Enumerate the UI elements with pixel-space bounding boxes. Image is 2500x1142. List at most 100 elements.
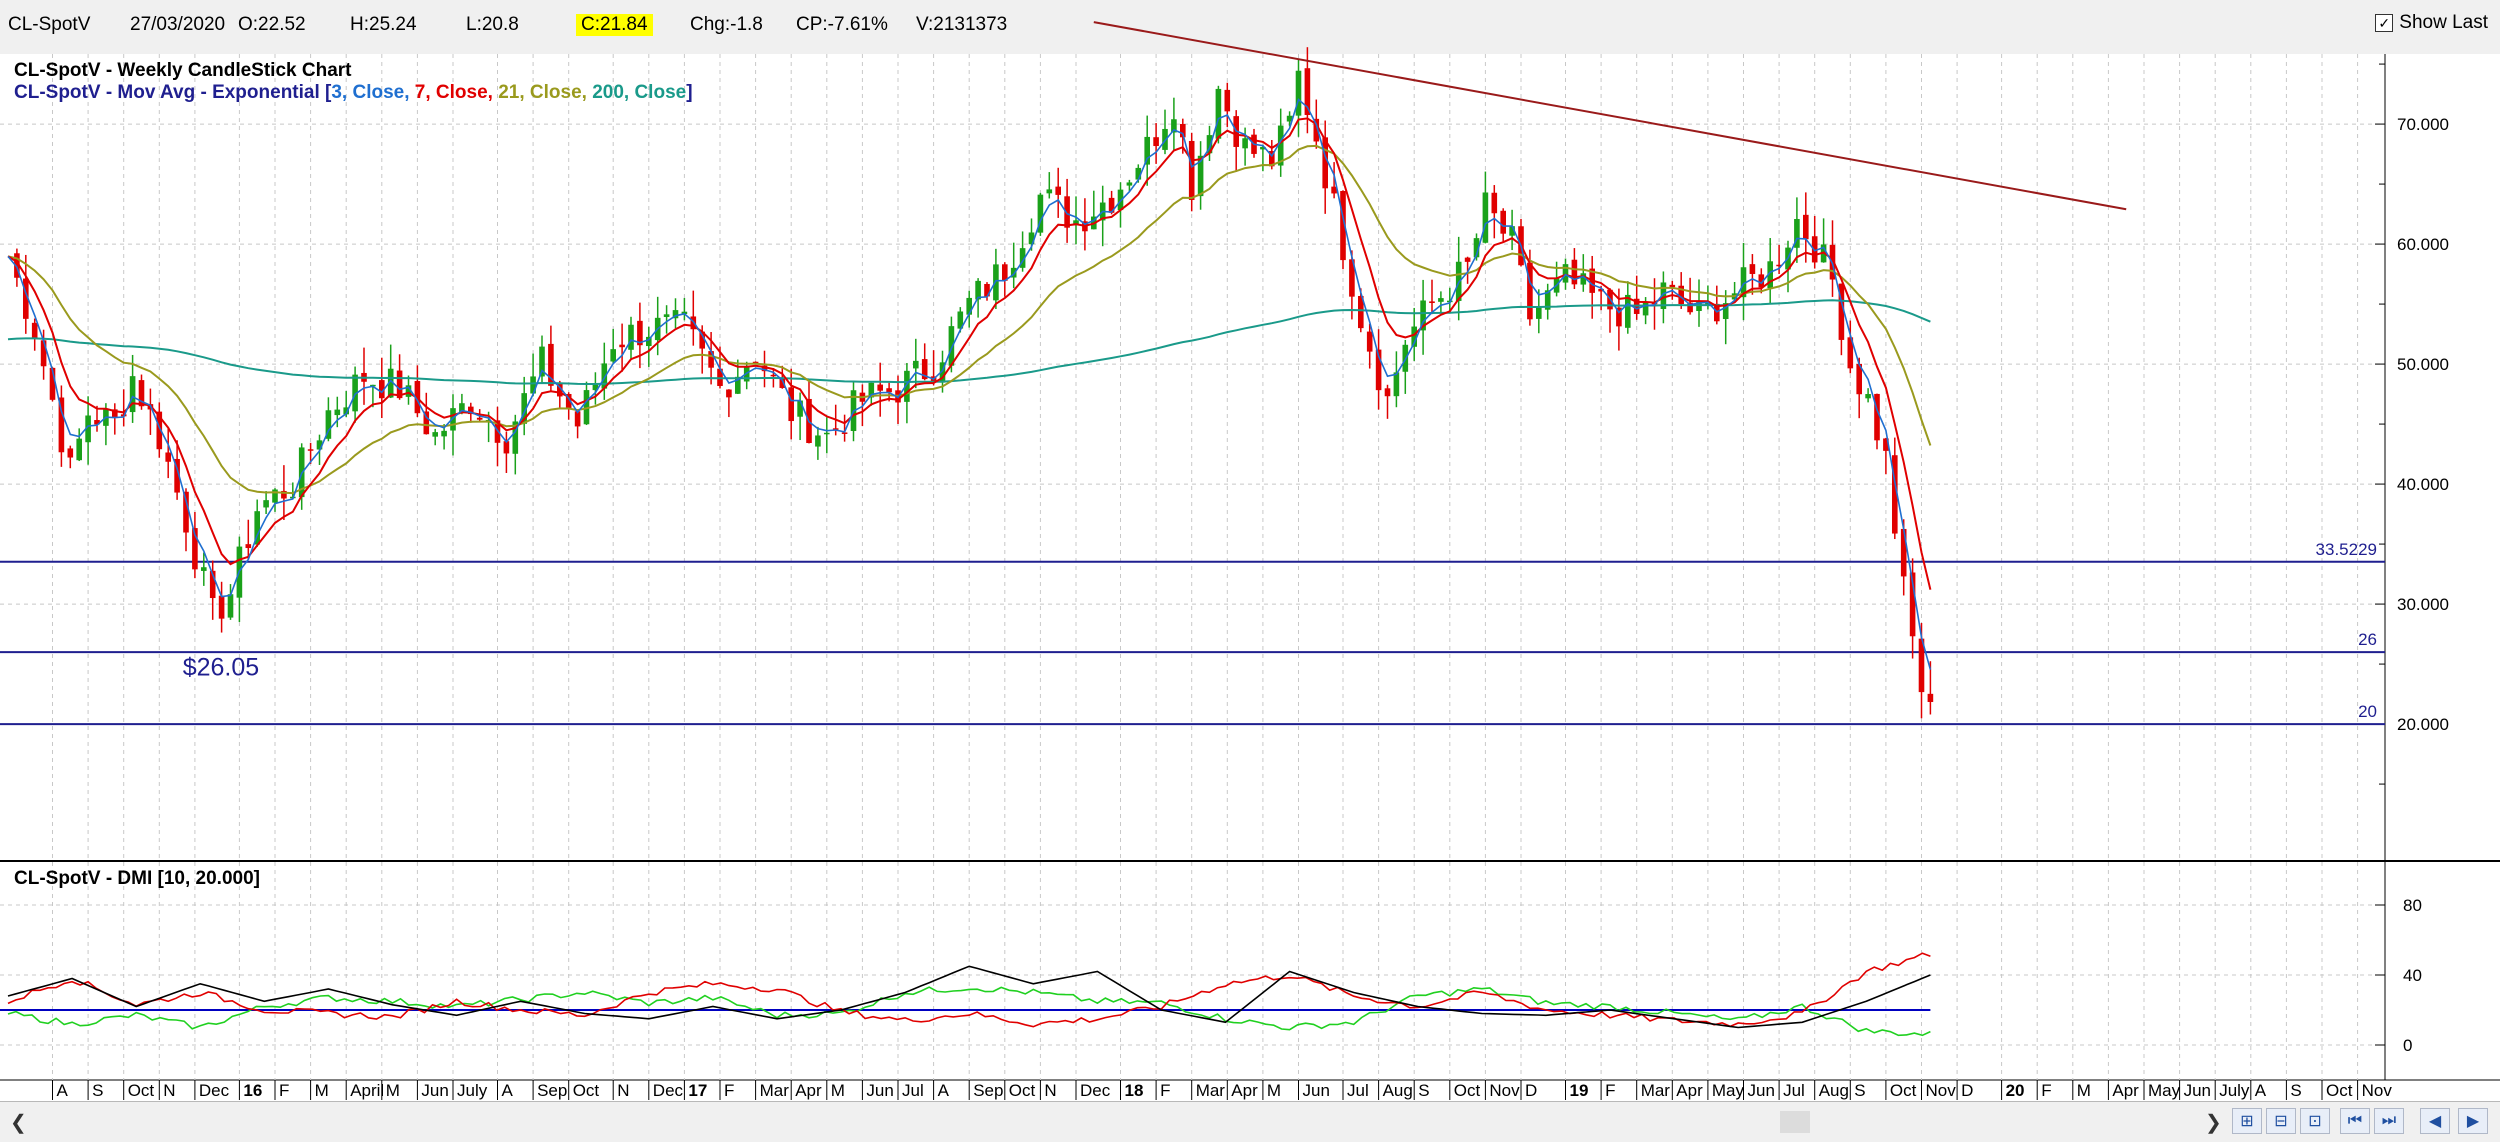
candle[interactable] [530, 353, 536, 397]
candle[interactable] [1144, 115, 1150, 186]
candle[interactable] [1838, 283, 1845, 356]
scroll-left-arrow-icon[interactable]: ❮ [10, 1112, 27, 1134]
candle[interactable] [94, 405, 100, 432]
zoom-fit-icon[interactable]: ⊡ [2300, 1108, 2330, 1134]
candle[interactable] [1375, 329, 1382, 410]
candle[interactable] [1224, 82, 1231, 127]
candle[interactable] [1874, 393, 1880, 450]
candle[interactable] [1010, 242, 1017, 289]
candle[interactable] [85, 396, 91, 465]
candle[interactable] [1206, 125, 1213, 161]
candle[interactable] [1393, 351, 1400, 408]
candle[interactable] [31, 318, 38, 351]
candle[interactable] [948, 316, 955, 373]
step-back-icon[interactable]: ◀ [2420, 1108, 2450, 1134]
candle[interactable] [379, 357, 385, 419]
candle[interactable] [672, 298, 679, 329]
candle[interactable] [877, 362, 883, 417]
candle[interactable] [1767, 238, 1773, 305]
candle[interactable] [788, 368, 794, 440]
candle[interactable] [1126, 179, 1133, 192]
candle[interactable] [1464, 256, 1471, 284]
candle[interactable] [921, 343, 928, 381]
candle[interactable] [583, 381, 590, 426]
candle[interactable] [227, 584, 234, 620]
candle[interactable] [405, 375, 412, 405]
candle[interactable] [548, 325, 554, 392]
candle[interactable] [1286, 111, 1293, 127]
candle[interactable] [423, 392, 430, 435]
adx-line[interactable] [7, 965, 1931, 1029]
candle[interactable] [521, 376, 527, 436]
candle[interactable] [1037, 192, 1044, 236]
candle[interactable] [1811, 215, 1818, 269]
candle[interactable] [539, 335, 545, 383]
candle[interactable] [592, 372, 599, 405]
candle[interactable] [1349, 250, 1355, 320]
candle[interactable] [1909, 558, 1916, 659]
candle[interactable] [58, 385, 65, 467]
candle[interactable] [1794, 197, 1800, 263]
candle[interactable] [129, 354, 136, 423]
ema-21-line[interactable] [7, 144, 1932, 495]
candle[interactable] [966, 290, 972, 328]
candle[interactable] [165, 428, 171, 479]
scroll-thumb[interactable] [1780, 1111, 1810, 1133]
candle[interactable] [307, 442, 314, 464]
zoom-out-icon[interactable]: ⊟ [2266, 1108, 2296, 1134]
candle[interactable] [557, 380, 563, 409]
candle[interactable] [646, 326, 652, 367]
candle[interactable] [1544, 283, 1551, 320]
candle[interactable] [1366, 323, 1373, 369]
candle[interactable] [1215, 85, 1222, 144]
candle[interactable] [1153, 123, 1159, 164]
scroll-right-arrow-icon[interactable]: ❯ [2205, 1112, 2222, 1134]
dmi-plus-line[interactable] [7, 986, 1931, 1037]
candle[interactable] [726, 389, 732, 418]
candle[interactable] [503, 431, 510, 473]
candle[interactable] [396, 354, 403, 400]
candle[interactable] [1384, 384, 1391, 419]
candle[interactable] [601, 342, 608, 400]
candle[interactable] [663, 305, 670, 334]
candle[interactable] [1055, 167, 1061, 218]
candle[interactable] [1847, 320, 1854, 374]
candle[interactable] [156, 402, 163, 458]
candle[interactable] [610, 328, 616, 364]
candle[interactable] [1687, 277, 1693, 315]
candle[interactable] [1856, 357, 1862, 419]
candle[interactable] [192, 511, 198, 579]
ema-7-line[interactable] [7, 117, 1932, 590]
candle[interactable] [1073, 196, 1079, 245]
candle[interactable] [67, 445, 74, 469]
candle[interactable] [263, 491, 269, 514]
candle[interactable] [1322, 120, 1328, 214]
candle[interactable] [1491, 185, 1498, 239]
candle[interactable] [1331, 162, 1337, 199]
candle[interactable] [1295, 59, 1302, 137]
candle[interactable] [699, 325, 705, 374]
candle[interactable] [824, 417, 830, 454]
step-forward-icon[interactable]: ▶ [2458, 1108, 2488, 1134]
candle[interactable] [1019, 231, 1026, 272]
candle[interactable] [841, 414, 848, 442]
candle[interactable] [1420, 279, 1426, 355]
candle[interactable] [218, 581, 225, 633]
candle[interactable] [1064, 178, 1070, 243]
candle[interactable] [1482, 171, 1489, 244]
candle[interactable] [628, 316, 634, 360]
candle[interactable] [681, 297, 688, 321]
ema-200-line[interactable] [7, 299, 1931, 385]
candle[interactable] [1429, 279, 1435, 315]
candle[interactable] [1438, 291, 1444, 314]
candle[interactable] [1883, 437, 1889, 475]
candle[interactable] [815, 426, 821, 460]
candle[interactable] [957, 307, 964, 333]
candle[interactable] [1927, 661, 1934, 715]
show-last-toggle[interactable]: ✓ Show Last [2375, 12, 2488, 34]
candle[interactable] [1892, 437, 1898, 540]
candle[interactable] [1580, 254, 1587, 292]
candle[interactable] [1260, 144, 1266, 172]
candle[interactable] [387, 344, 394, 399]
candle[interactable] [1722, 290, 1729, 345]
